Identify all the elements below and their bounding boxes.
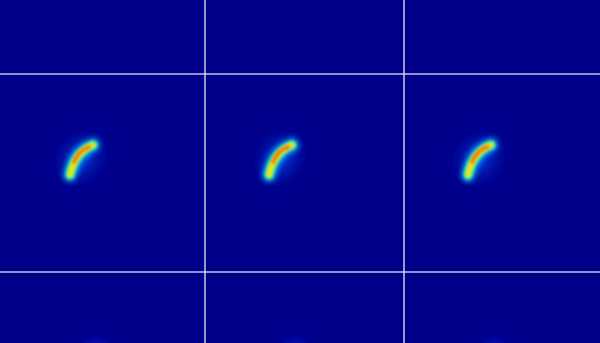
arc-hot-core	[72, 145, 91, 164]
heatmap-panel-r2-c0	[72, 331, 120, 343]
heatmap-panel-r2-c1	[271, 331, 319, 343]
faint-blob	[470, 331, 518, 343]
heatmap-panel-r1-c2	[450, 126, 508, 190]
arc-hot-core	[470, 145, 490, 164]
heatmap-panel-r2-c2	[470, 331, 518, 343]
heatmap-panel-r1-c0	[52, 126, 110, 190]
faint-blob	[271, 331, 319, 343]
faint-blob	[72, 331, 120, 343]
arc-hot-core	[271, 145, 290, 164]
heatmap-panel-r1-c1	[251, 126, 309, 190]
